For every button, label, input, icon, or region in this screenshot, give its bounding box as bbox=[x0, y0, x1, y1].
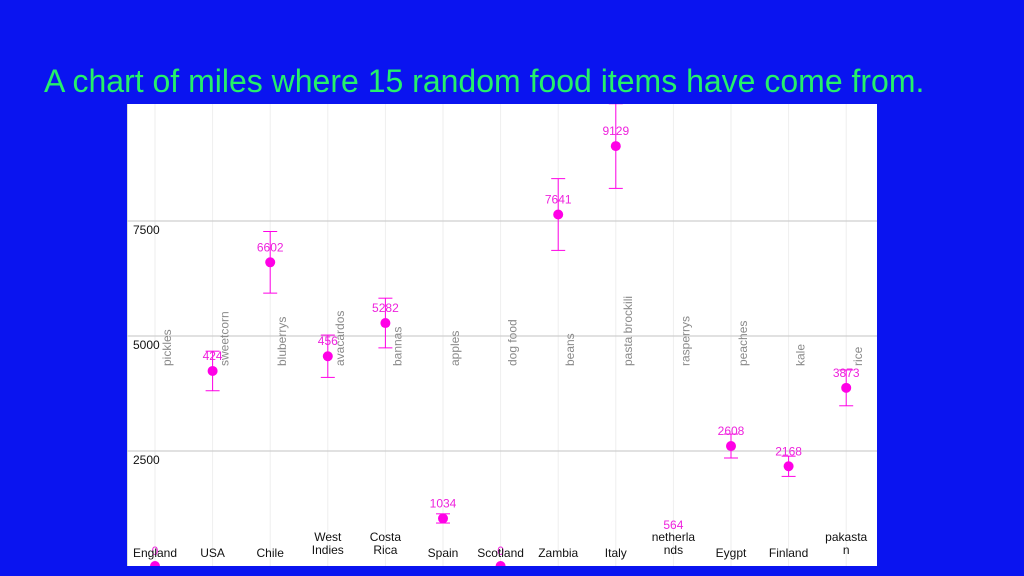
data-label: 9129 bbox=[602, 124, 629, 138]
food-item-annotation: bluberrys bbox=[275, 317, 289, 366]
x-tick-label: Rica bbox=[373, 543, 397, 557]
slide-title: A chart of miles where 15 random food it… bbox=[44, 63, 925, 99]
data-label: 6602 bbox=[257, 240, 284, 254]
food-item-annotation: pickles bbox=[160, 329, 174, 366]
data-point bbox=[610, 141, 621, 152]
food-item-annotation: dog food bbox=[506, 319, 520, 366]
x-tick-label: West bbox=[314, 530, 342, 544]
data-point bbox=[265, 257, 276, 268]
y-tick-label: 5000 bbox=[133, 338, 160, 352]
food-item-annotation: bannas bbox=[390, 327, 404, 366]
food-item-annotation: kale bbox=[794, 344, 808, 366]
data-label: 0 bbox=[497, 544, 504, 558]
x-tick-label: England bbox=[133, 546, 177, 560]
chart-panel: 2500 5000 7500 pickles sweetcorn bluberrys ava… bbox=[127, 104, 877, 566]
food-item-annotation: avacardos bbox=[333, 311, 347, 366]
food-item-annotation: beans bbox=[563, 333, 577, 366]
data-label: 1034 bbox=[430, 496, 457, 510]
data-point bbox=[553, 209, 564, 220]
data-point bbox=[783, 461, 794, 472]
data-label: 424 bbox=[203, 349, 223, 363]
x-tick-label: Costa bbox=[370, 530, 402, 544]
x-tick-label: Zambia bbox=[538, 546, 578, 560]
data-point bbox=[495, 561, 506, 566]
data-point bbox=[150, 561, 160, 566]
x-tick-label: Spain bbox=[428, 546, 459, 560]
data-label: 0 bbox=[152, 544, 159, 558]
x-tick-label: nds bbox=[664, 543, 683, 557]
data-label: 7641 bbox=[545, 193, 572, 207]
food-item-annotation: peaches bbox=[736, 321, 750, 366]
food-item-annotation: apples bbox=[448, 331, 462, 366]
x-tick-label: Finland bbox=[769, 546, 808, 560]
x-tick-label: pakasta bbox=[825, 530, 867, 544]
data-label: 3873 bbox=[833, 366, 860, 380]
x-tick-label: USA bbox=[200, 546, 225, 560]
food-item-annotation: sweetcorn bbox=[218, 311, 232, 366]
x-tick-label: Indies bbox=[312, 543, 344, 557]
y-tick-label: 2500 bbox=[133, 453, 160, 467]
food-item-annotation: rice bbox=[851, 346, 865, 366]
data-point bbox=[438, 513, 448, 524]
data-label: 456 bbox=[318, 334, 338, 348]
x-tick-label: n bbox=[843, 543, 850, 557]
data-point bbox=[380, 318, 391, 329]
x-tick-label: Scotland bbox=[477, 546, 524, 560]
chart: 2500 5000 7500 pickles sweetcorn bluberrys ava… bbox=[127, 104, 877, 566]
y-tick-label: 7500 bbox=[133, 223, 160, 237]
data-point bbox=[841, 382, 852, 393]
food-item-annotation: rasperrys bbox=[678, 316, 692, 366]
data-label: 2168 bbox=[775, 444, 802, 458]
x-tick-label: Italy bbox=[605, 546, 627, 560]
x-tick-label: Chile bbox=[257, 546, 285, 560]
data-point bbox=[207, 365, 218, 376]
data-point bbox=[322, 351, 333, 362]
data-label: 2608 bbox=[718, 424, 745, 438]
data-label: 564 bbox=[663, 518, 683, 532]
x-tick-label: netherla bbox=[652, 530, 696, 544]
x-tick-label: Eygpt bbox=[716, 546, 747, 560]
data-point bbox=[726, 441, 736, 452]
food-item-annotation: pasta brockili bbox=[621, 296, 635, 366]
data-label: 5282 bbox=[372, 301, 399, 315]
